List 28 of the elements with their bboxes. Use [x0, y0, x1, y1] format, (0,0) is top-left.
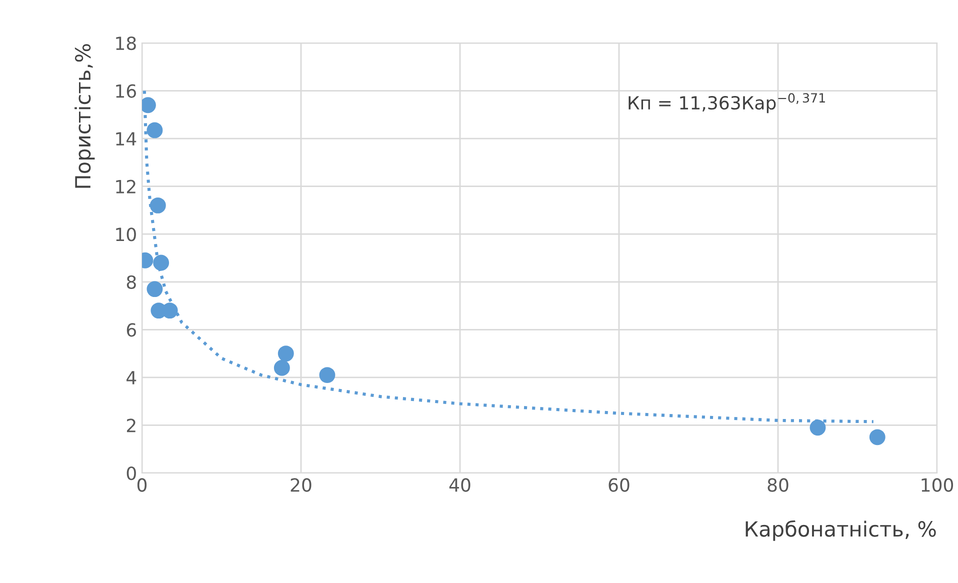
x-tick-label: 80 — [768, 478, 788, 492]
point — [146, 281, 163, 298]
x-tick-label: 20 — [290, 478, 312, 492]
y-tick-label: 8 — [126, 275, 136, 290]
point — [150, 197, 166, 214]
y-tick-label: 4 — [126, 371, 136, 384]
y-tick-label: 16 — [116, 84, 136, 98]
y-tick-label: 0 — [126, 466, 136, 480]
point — [319, 367, 336, 384]
point — [153, 254, 170, 271]
y-tick-label: 14 — [116, 132, 136, 146]
point — [810, 420, 826, 436]
x-tick-label: 100 — [922, 478, 954, 492]
y-tick-label: 2 — [126, 418, 136, 432]
y-tick-label: 10 — [116, 228, 136, 242]
x-tick-label: 40 — [449, 478, 470, 492]
annotation: Кп = 11,363Кар$^{−0,371}$ — [628, 93, 825, 114]
y-axis-title: Пористість,% — [74, 44, 95, 188]
point — [869, 429, 886, 446]
point — [146, 122, 163, 138]
x-tick-label: 60 — [608, 478, 630, 492]
x-tick-label: 0 — [137, 478, 147, 492]
y-tick-label: 12 — [116, 180, 136, 194]
y-tick-label: 18 — [116, 36, 136, 50]
point — [274, 360, 290, 376]
y-tick-label: 6 — [126, 323, 136, 337]
x-axis-title: Карбонатність, % — [746, 520, 936, 541]
point — [278, 346, 294, 362]
